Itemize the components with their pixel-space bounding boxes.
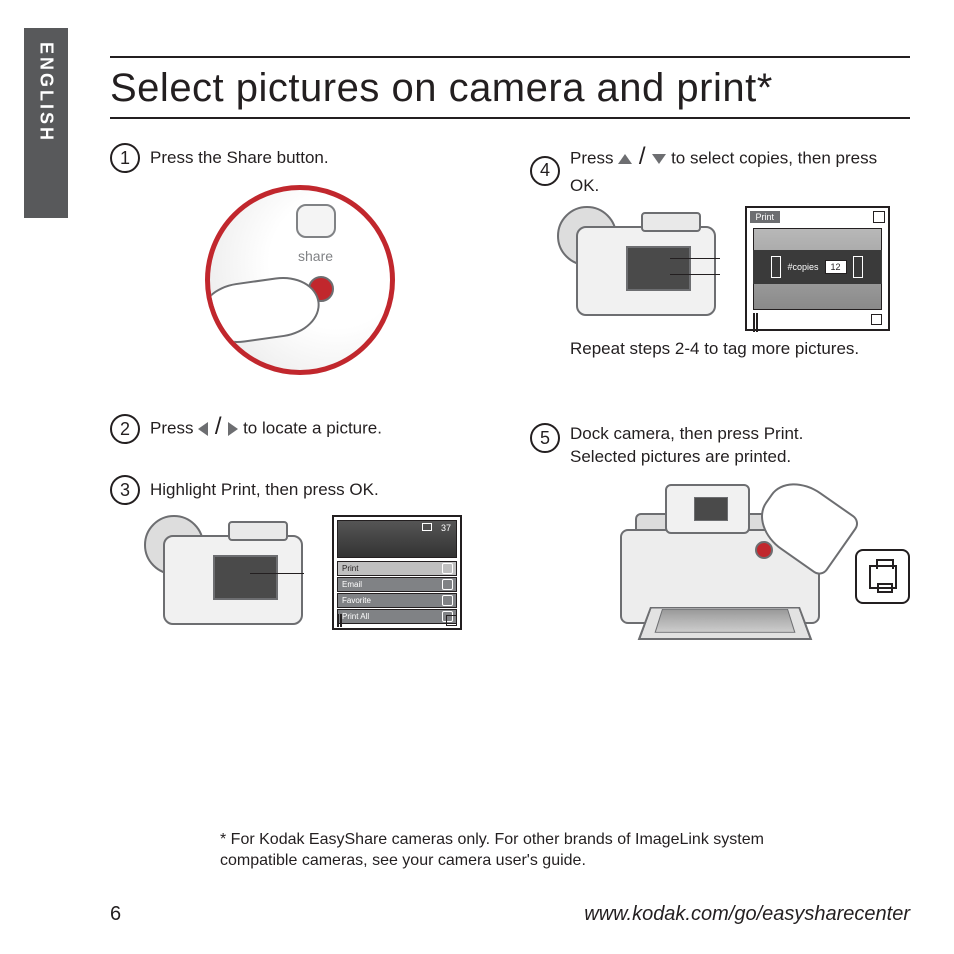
camera-top-button-shape (296, 204, 336, 238)
step-4-text: Press / to select copies, then press OK. (570, 143, 910, 198)
step-5-text: Dock camera, then press Print. Selected … (570, 423, 803, 469)
leader-line (250, 573, 304, 574)
right-arrow-icon (228, 422, 238, 436)
tag-icon (422, 523, 432, 531)
picture-count: 37 (441, 523, 451, 533)
language-tab: ENGLISH (24, 28, 68, 218)
share-button-illustration: share (205, 185, 395, 375)
step-1-text: Press the Share button. (150, 147, 329, 170)
copies-top-icon (873, 211, 885, 223)
email-menu-icon (442, 579, 453, 590)
step-1-number: 1 (110, 143, 140, 173)
step-5-number: 5 (530, 423, 560, 453)
menu-item-print: Print (337, 561, 457, 576)
favorite-menu-icon (442, 595, 453, 606)
step-3: 3 Highlight Print, then press OK. 37 (110, 475, 490, 630)
copies-bar: #copies 12 (753, 250, 882, 284)
copies-footer (753, 314, 882, 326)
menu-footer (337, 615, 457, 626)
leader-line-2b (670, 274, 720, 275)
page-footer: 6 www.kodak.com/go/easysharecenter (110, 903, 910, 926)
step-4-pre: Press (570, 149, 618, 168)
footer-url: www.kodak.com/go/easysharecenter (584, 903, 910, 926)
column-right: 4 Press / to select copies, then press O… (530, 143, 910, 679)
step-4: 4 Press / to select copies, then press O… (530, 143, 910, 359)
menu-item-email: Email (337, 577, 457, 592)
copies-left-icon (771, 256, 781, 278)
copies-tab-label: Print (750, 211, 781, 223)
print-icon (855, 549, 910, 604)
page-number: 6 (110, 903, 121, 926)
step-5-line1: Dock camera, then press Print. (570, 424, 803, 443)
down-arrow-icon (652, 154, 666, 164)
step-1: 1 Press the Share button. share (110, 143, 490, 393)
slash-icon-2: / (639, 141, 646, 173)
finger-illustration (205, 272, 324, 348)
rule-under-title (110, 117, 910, 119)
up-arrow-icon (618, 154, 632, 164)
column-left: 1 Press the Share button. share 2 (110, 143, 490, 679)
print-menu-icon (442, 563, 453, 574)
step-2: 2 Press / to locate a picture. (110, 413, 490, 445)
slash-icon: / (215, 411, 222, 443)
left-arrow-icon (198, 422, 208, 436)
camera-illustration-2 (551, 206, 731, 321)
step-2-pre: Press (150, 419, 198, 438)
menu-thumbnail: 37 (337, 520, 457, 558)
step-5: 5 Dock camera, then press Print. Selecte… (530, 423, 910, 659)
step-2-post: to locate a picture. (243, 419, 382, 438)
step-2-text: Press / to locate a picture. (150, 413, 382, 445)
step-4-note: Repeat steps 2-4 to tag more pictures. (570, 339, 910, 359)
step-5-line2: Selected pictures are printed. (570, 447, 791, 466)
copies-screen: Print #copies 12 (745, 206, 890, 331)
step-3-text: Highlight Print, then press OK. (150, 479, 379, 502)
printer-illustration (590, 479, 850, 659)
page-content: Select pictures on camera and print* 1 P… (110, 56, 910, 679)
step-4-number: 4 (530, 156, 560, 186)
step-2-number: 2 (110, 414, 140, 444)
step-3-number: 3 (110, 475, 140, 505)
footnote: * For Kodak EasyShare cameras only. For … (220, 830, 840, 872)
camera-menu-screen: 37 Print Email Favorite Print All (332, 515, 462, 630)
copies-label: #copies (787, 262, 818, 272)
leader-line-2a (670, 258, 720, 259)
share-label: share (298, 248, 333, 264)
copies-right-icon (853, 256, 863, 278)
menu-item-favorite: Favorite (337, 593, 457, 608)
page-title: Select pictures on camera and print* (110, 58, 910, 117)
copies-value: 12 (825, 260, 847, 274)
